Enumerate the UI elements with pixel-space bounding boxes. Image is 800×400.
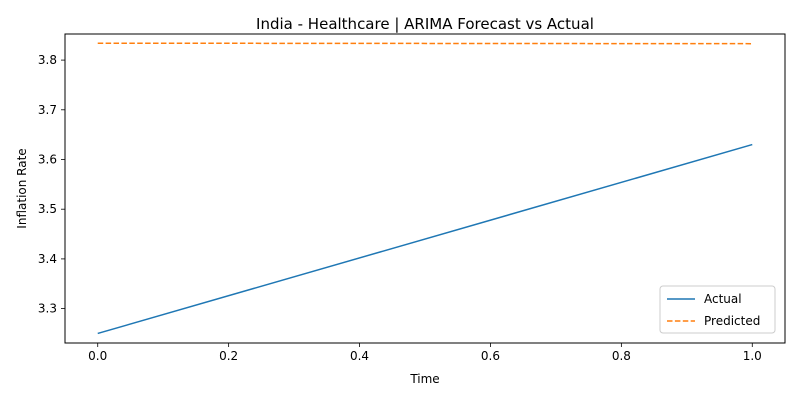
x-tick-label: 0.8 (612, 349, 631, 363)
y-axis: 3.3 3.4 3.5 3.6 3.7 3.8 (38, 53, 65, 316)
legend-label-actual: Actual (704, 292, 742, 306)
plot-area (97, 42, 753, 335)
x-axis-label: Time (409, 372, 439, 386)
x-tick-label: 0.4 (350, 349, 369, 363)
y-tick-label: 3.6 (38, 152, 57, 166)
legend-box (659, 285, 776, 334)
plot-frame (64, 33, 786, 344)
x-tick-label: 0.6 (481, 349, 500, 363)
x-tick-label: 0.0 (88, 349, 107, 363)
x-tick-label: 1.0 (743, 349, 762, 363)
y-tick-label: 3.3 (38, 302, 57, 316)
y-tick-label: 3.5 (38, 202, 57, 216)
x-axis: 0.0 0.2 0.4 0.6 0.8 1.0 (88, 343, 762, 363)
y-tick-label: 3.7 (38, 103, 57, 117)
x-tick-label: 0.2 (219, 349, 238, 363)
chart-title: India - Healthcare | ARIMA Forecast vs A… (256, 15, 594, 33)
y-tick-label: 3.4 (38, 252, 57, 266)
y-axis-label: Inflation Rate (15, 148, 29, 228)
legend-label-predicted: Predicted (704, 314, 760, 328)
series-line-actual (97, 143, 753, 335)
legend: Actual Predicted (659, 285, 776, 334)
series-line-predicted (97, 42, 753, 45)
y-tick-label: 3.8 (38, 53, 57, 67)
